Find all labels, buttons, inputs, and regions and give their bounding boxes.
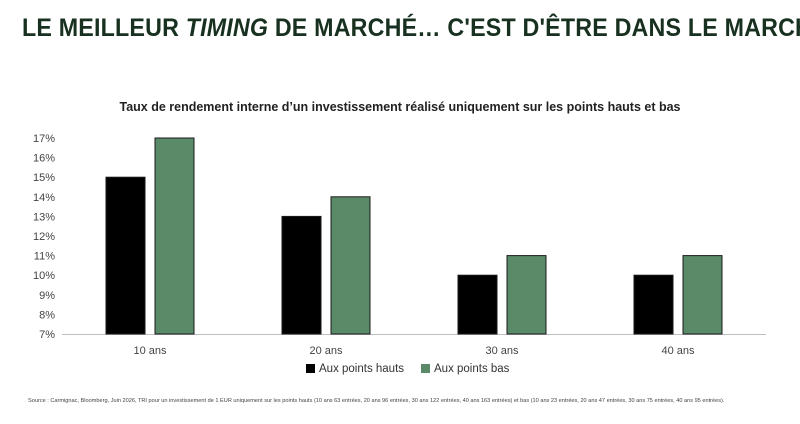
y-tick-label: 14% [33, 192, 55, 204]
y-tick-label: 17% [33, 133, 55, 145]
page-title-part3: DE MARCHÉ… C'EST D'ÊTRE DANS LE MARCHÉ [268, 14, 800, 42]
y-tick-label: 7% [39, 329, 55, 341]
x-tick-label: 30 ans [485, 345, 519, 357]
page-title-part1: LE MEILLEUR [22, 14, 186, 42]
legend-swatch [421, 364, 430, 373]
bar [154, 137, 195, 335]
y-tick-label: 9% [39, 290, 55, 302]
chart-title: Taux de rendement interne d’un investiss… [119, 100, 681, 114]
y-tick-label: 11% [34, 251, 55, 263]
bar [105, 176, 146, 335]
bar [457, 274, 498, 335]
y-tick-label: 15% [33, 172, 55, 184]
legend-swatch [306, 364, 315, 373]
page-title-emphasis: TIMING [185, 14, 269, 42]
bar-chart: 7% 8% 9% 10% 11% 12% 13% 14% 15% 16% 17% 10 ans 20 a… [33, 133, 766, 375]
legend-label: Aux points bas [434, 363, 510, 375]
bar [506, 255, 547, 335]
bar [330, 196, 371, 335]
y-tick-label: 12% [33, 231, 55, 243]
y-tick-label: 10% [33, 270, 55, 282]
x-tick-label: 40 ans [661, 345, 695, 357]
x-tick-label: 10 ans [133, 345, 167, 357]
x-tick-label: 20 ans [309, 345, 343, 357]
y-tick-label: 13% [33, 211, 55, 223]
source-note: Source : Carmignac, Bloomberg, Juin 2026… [28, 398, 725, 404]
page-title: LE MEILLEUR TIMING DE MARCHÉ… C'EST D'ÊT… [22, 14, 800, 43]
y-tick-label: 16% [33, 153, 55, 165]
y-tick-label: 8% [39, 309, 55, 321]
bar [281, 215, 322, 335]
bar [633, 274, 674, 335]
bar [682, 255, 723, 335]
legend-label: Aux points hauts [319, 363, 404, 375]
